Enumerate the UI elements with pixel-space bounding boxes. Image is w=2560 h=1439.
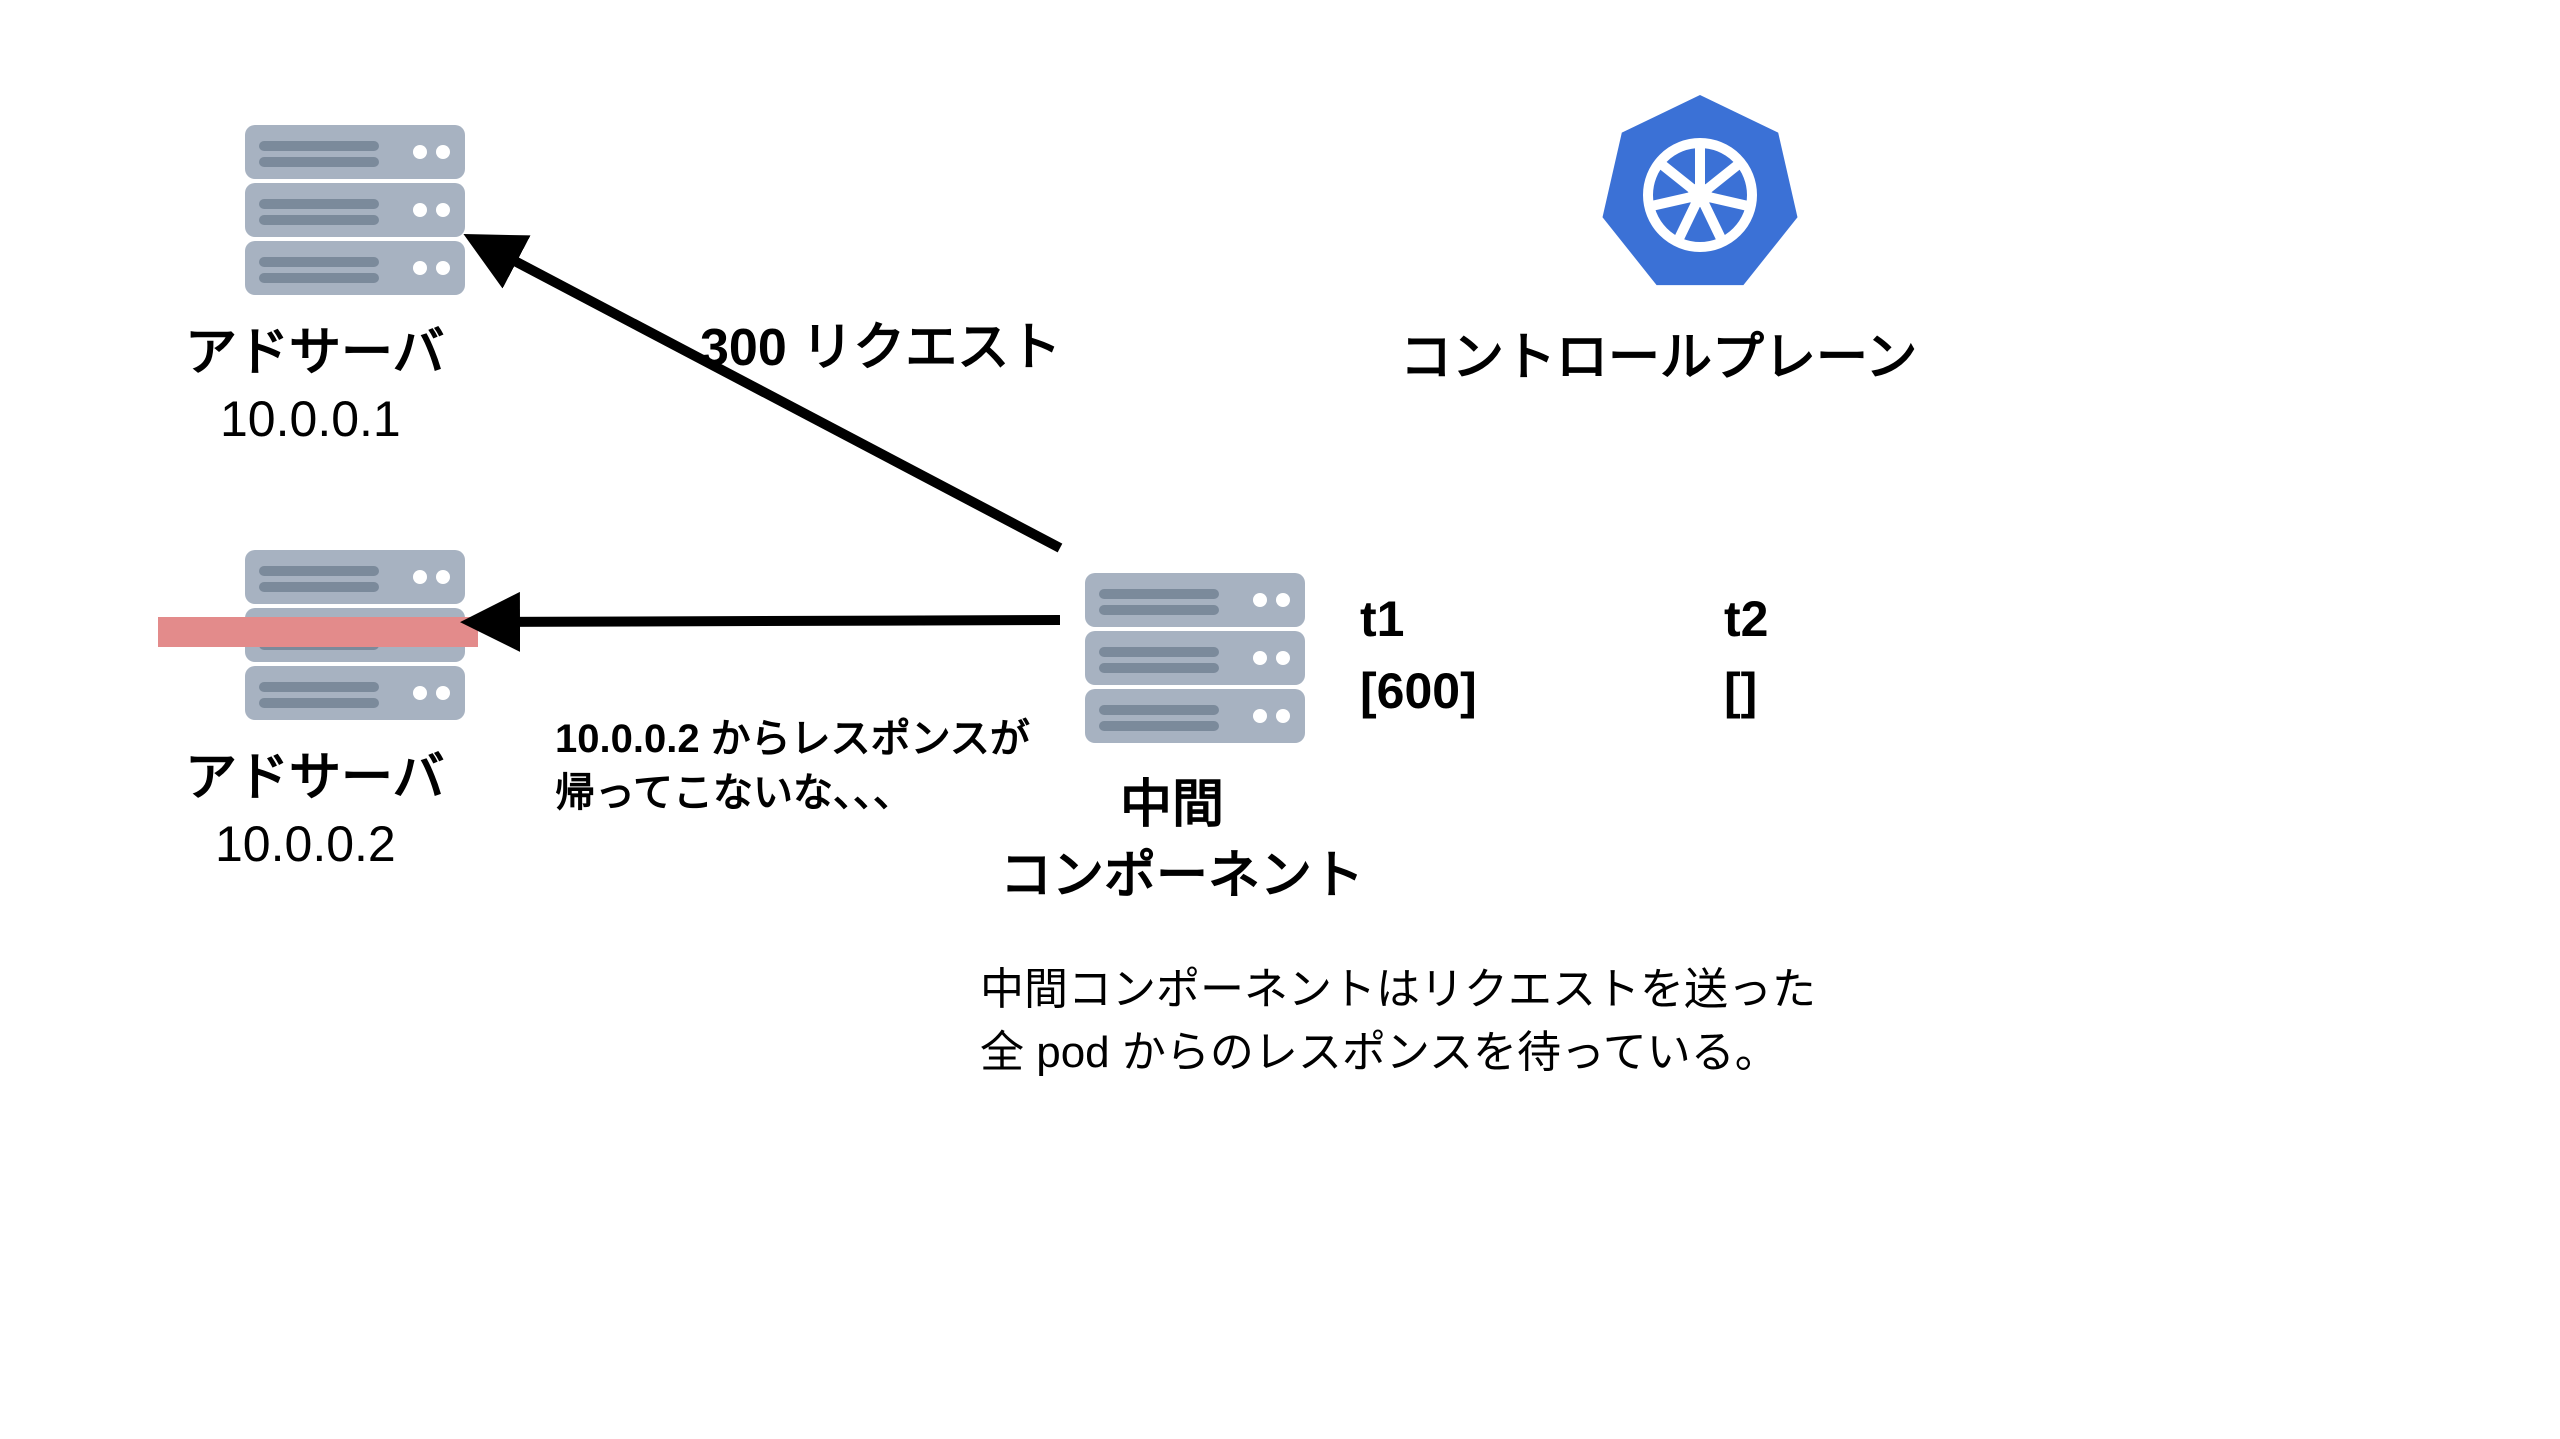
ad-server-2-icon — [245, 550, 465, 720]
ad-server-1-ip: 10.0.0.1 — [220, 390, 401, 448]
middle-component-label-2: コンポーネント — [1000, 833, 1364, 908]
ad-server-2-label: アドサーバ — [185, 735, 444, 810]
ad-server-2-crossbar — [158, 617, 478, 647]
arrow2-label-line2: 帰ってこないな、、、 — [555, 760, 913, 818]
arrow-to-server1 — [490, 248, 1060, 548]
footer-line2: 全 pod からのレスポンスを待っている。 — [980, 1016, 1779, 1080]
control-plane-label: コントロールプレーン — [1400, 315, 1917, 390]
kubernetes-icon — [1603, 95, 1798, 285]
t2-value: [] — [1724, 662, 1757, 720]
middle-component-label-1: 中間 — [1120, 762, 1224, 837]
ad-server-2-ip: 10.0.0.2 — [215, 815, 396, 873]
arrow1-label: 300 リクエスト — [700, 305, 1061, 380]
t2-label: t2 — [1724, 590, 1768, 648]
ad-server-1-icon — [245, 125, 465, 295]
ad-server-1-label: アドサーバ — [185, 310, 444, 385]
arrow-to-server2 — [490, 620, 1060, 622]
footer-line1: 中間コンポーネントはリクエストを送った — [980, 953, 1816, 1017]
t1-label: t1 — [1360, 590, 1404, 648]
middle-component-icon — [1085, 573, 1305, 743]
arrow2-label-line1: 10.0.0.2 からレスポンスが — [555, 706, 1030, 764]
t1-value: [600] — [1360, 662, 1477, 720]
diagram-canvas — [0, 0, 2560, 1439]
